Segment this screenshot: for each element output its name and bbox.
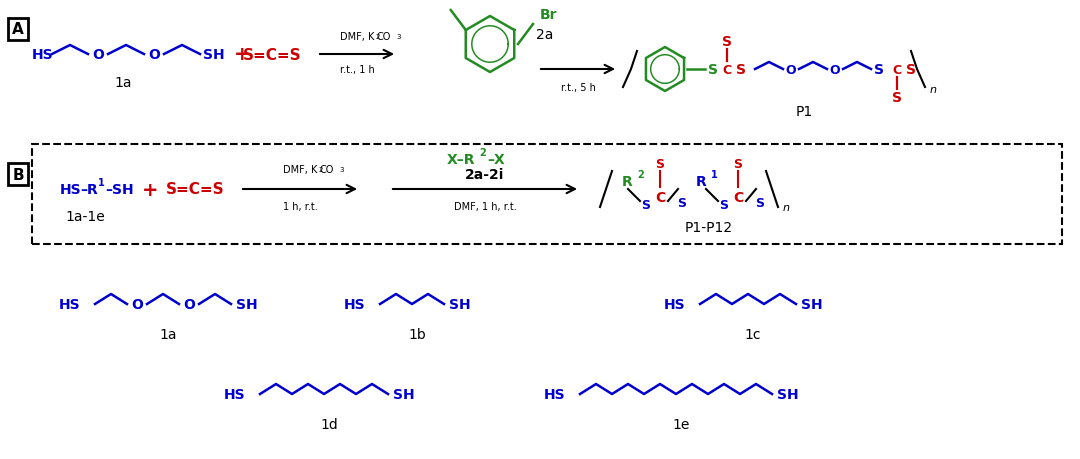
Text: 3: 3 — [340, 167, 345, 173]
Text: O: O — [184, 297, 194, 311]
Text: C: C — [654, 190, 665, 205]
Text: X–R: X–R — [446, 153, 475, 167]
Text: 1: 1 — [711, 170, 718, 179]
Text: O: O — [829, 63, 840, 76]
Text: HS: HS — [32, 48, 54, 62]
Text: r.t., 1 h: r.t., 1 h — [339, 65, 375, 75]
Text: S=C=S: S=C=S — [165, 182, 225, 197]
Text: n: n — [783, 202, 789, 213]
Text: SH: SH — [801, 297, 823, 311]
Text: SH: SH — [203, 48, 225, 62]
Text: –SH: –SH — [105, 183, 134, 196]
Text: Br: Br — [540, 8, 557, 22]
Text: S: S — [708, 63, 718, 77]
Text: CO: CO — [320, 165, 334, 174]
Text: S: S — [892, 91, 902, 105]
Text: A: A — [12, 22, 24, 38]
Text: C: C — [733, 190, 743, 205]
Text: C: C — [723, 63, 731, 76]
Text: HS: HS — [60, 183, 82, 196]
Text: HS: HS — [343, 297, 365, 311]
Text: S: S — [656, 157, 664, 170]
Text: HS: HS — [663, 297, 685, 311]
Text: R: R — [622, 174, 633, 189]
Text: HS: HS — [58, 297, 80, 311]
Text: 1c: 1c — [745, 327, 761, 341]
Text: 1 h, r.t.: 1 h, r.t. — [283, 202, 318, 212]
Text: SH: SH — [237, 297, 258, 311]
Text: 2a-2i: 2a-2i — [465, 168, 504, 182]
Text: r.t., 5 h: r.t., 5 h — [561, 83, 595, 93]
Text: HS: HS — [224, 387, 245, 401]
Text: O: O — [131, 297, 143, 311]
Text: n: n — [930, 85, 936, 95]
Text: HS: HS — [543, 387, 565, 401]
Text: 1e: 1e — [673, 417, 690, 431]
Text: O: O — [785, 63, 796, 76]
Text: 2: 2 — [637, 170, 644, 179]
Text: B: B — [12, 167, 24, 182]
Text: DMF, K: DMF, K — [283, 165, 318, 174]
Text: 1a: 1a — [114, 76, 132, 90]
Text: +: + — [141, 180, 159, 199]
Text: S: S — [874, 63, 885, 77]
Text: 2: 2 — [376, 34, 380, 40]
Text: 1b: 1b — [408, 327, 426, 341]
Text: DMF, K: DMF, K — [340, 32, 374, 42]
Text: –X: –X — [487, 153, 504, 167]
Text: 1d: 1d — [320, 417, 338, 431]
Text: S: S — [733, 157, 743, 170]
Text: SH: SH — [777, 387, 798, 401]
Text: O: O — [148, 48, 160, 62]
Text: SH: SH — [393, 387, 415, 401]
Text: S: S — [756, 197, 765, 210]
Text: P1: P1 — [795, 105, 812, 119]
Text: R: R — [696, 174, 706, 189]
Text: O: O — [92, 48, 104, 62]
Text: Br: Br — [437, 0, 455, 3]
Text: S: S — [723, 35, 732, 49]
Text: S: S — [735, 63, 746, 77]
Text: 1a-1e: 1a-1e — [65, 210, 105, 224]
Text: S: S — [677, 197, 687, 210]
Text: S: S — [906, 63, 916, 77]
Text: P1-P12: P1-P12 — [685, 220, 733, 235]
Text: CO: CO — [377, 32, 391, 42]
Text: 1a: 1a — [159, 327, 177, 341]
Text: 2: 2 — [319, 167, 323, 173]
Text: SH: SH — [449, 297, 471, 311]
Text: 1: 1 — [98, 178, 105, 188]
Text: S=C=S: S=C=S — [243, 47, 301, 62]
Text: C: C — [892, 63, 902, 76]
Text: S: S — [642, 199, 650, 212]
Text: S: S — [719, 199, 729, 212]
Text: 2: 2 — [480, 148, 486, 157]
Text: DMF, 1 h, r.t.: DMF, 1 h, r.t. — [454, 202, 516, 212]
Text: 3: 3 — [396, 34, 402, 40]
Text: –R: –R — [80, 183, 98, 196]
Text: +: + — [233, 45, 251, 64]
Text: 2a: 2a — [536, 28, 553, 42]
